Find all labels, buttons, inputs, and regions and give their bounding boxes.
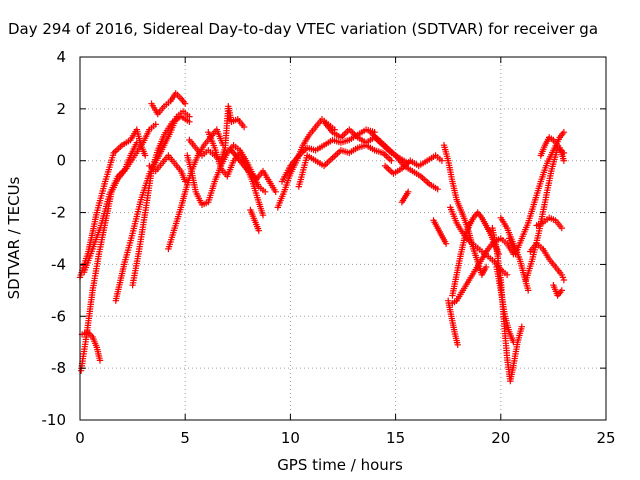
- series-arc-35: [537, 134, 568, 164]
- data-point-markers: [228, 147, 279, 195]
- x-axis-title: GPS time / hours: [277, 456, 403, 474]
- y-tick-label: -2: [51, 204, 66, 222]
- y-tick-label: -4: [51, 255, 66, 273]
- data-point-markers: [527, 240, 568, 284]
- x-tick-label: 10: [281, 429, 300, 447]
- series-arc-33: [527, 240, 568, 284]
- data-marks: [76, 90, 568, 385]
- y-tick-label: 4: [56, 48, 66, 66]
- data-point-markers: [447, 204, 511, 278]
- series-arc-36: [550, 282, 565, 299]
- x-tick-label: 0: [75, 429, 85, 447]
- series-arc-20: [381, 152, 446, 177]
- data-point-markers: [440, 142, 490, 278]
- data-point-markers: [533, 214, 565, 232]
- data-point-markers: [430, 217, 450, 247]
- series-arc-08: [146, 152, 189, 185]
- y-tick-label: -10: [42, 411, 67, 429]
- series-arc-27: [447, 204, 511, 278]
- series-arc-12: [205, 129, 267, 219]
- series-arc-13: [228, 147, 279, 195]
- data-point-markers: [146, 152, 189, 185]
- data-point-markers: [445, 297, 461, 348]
- data-point-markers: [81, 121, 159, 276]
- y-tick-label: 0: [56, 152, 66, 170]
- series-arc-04: [81, 121, 159, 276]
- data-point-markers: [493, 263, 517, 346]
- series-arc-14: [247, 206, 262, 234]
- series-arc-26: [445, 297, 461, 348]
- series-arc-16: [278, 126, 378, 185]
- data-point-markers: [278, 126, 378, 185]
- data-point-markers: [489, 224, 525, 385]
- data-point-markers: [398, 188, 412, 206]
- data-point-markers: [381, 152, 446, 177]
- data-point-markers: [129, 113, 193, 289]
- plot-frame: [79, 56, 607, 421]
- x-tick-label: 20: [491, 429, 510, 447]
- x-tick-label: 25: [596, 429, 615, 447]
- series-arc-25: [440, 142, 490, 278]
- y-tick-label: -6: [51, 307, 66, 325]
- data-point-markers: [295, 142, 395, 190]
- series-arc-03: [78, 328, 104, 364]
- y-axis-title: SDTVAR / TECUs: [5, 176, 23, 299]
- series-arc-22: [430, 217, 450, 247]
- data-point-markers: [247, 206, 262, 234]
- data-point-markers: [78, 328, 104, 364]
- series-arc-34: [533, 214, 565, 232]
- y-tick-label: -8: [51, 359, 66, 377]
- data-point-markers: [148, 90, 189, 118]
- axis-ticks: 0 5 10 15 20 25 -10 -8 -6 -4 -2 0 2 4: [42, 48, 616, 447]
- series-arc-11: [186, 103, 248, 164]
- data-point-markers: [205, 129, 267, 219]
- chart-title: Day 294 of 2016, Sidereal Day-to-day VTE…: [8, 20, 598, 38]
- x-tick-label: 5: [180, 429, 190, 447]
- x-tick-label: 15: [386, 429, 405, 447]
- series-arc-06: [148, 90, 189, 118]
- series-arc-21: [398, 188, 412, 206]
- series-arc-07: [129, 113, 193, 289]
- series-arc-29: [493, 263, 517, 346]
- data-point-markers: [550, 282, 565, 299]
- series-arc-28: [489, 224, 525, 385]
- data-point-markers: [186, 103, 248, 164]
- y-tick-label: 2: [56, 100, 66, 118]
- data-point-markers: [537, 134, 568, 164]
- series-arc-17: [295, 142, 395, 190]
